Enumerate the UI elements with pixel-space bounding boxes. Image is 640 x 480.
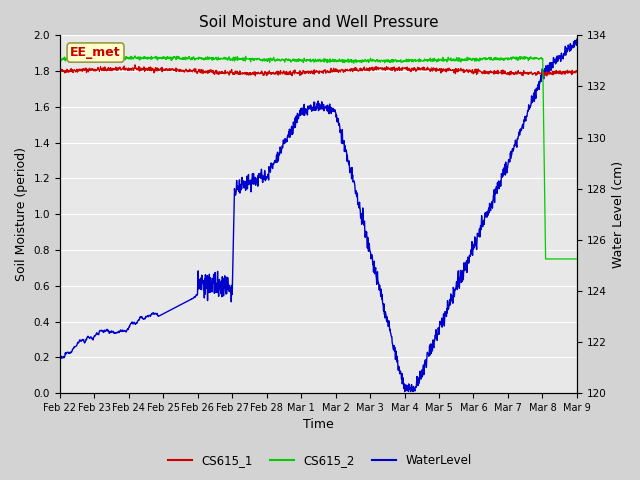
Legend: CS615_1, CS615_2, WaterLevel: CS615_1, CS615_2, WaterLevel (163, 449, 477, 472)
Text: EE_met: EE_met (70, 46, 121, 59)
Y-axis label: Water Level (cm): Water Level (cm) (612, 161, 625, 268)
Title: Soil Moisture and Well Pressure: Soil Moisture and Well Pressure (198, 15, 438, 30)
X-axis label: Time: Time (303, 419, 333, 432)
Y-axis label: Soil Moisture (period): Soil Moisture (period) (15, 147, 28, 281)
